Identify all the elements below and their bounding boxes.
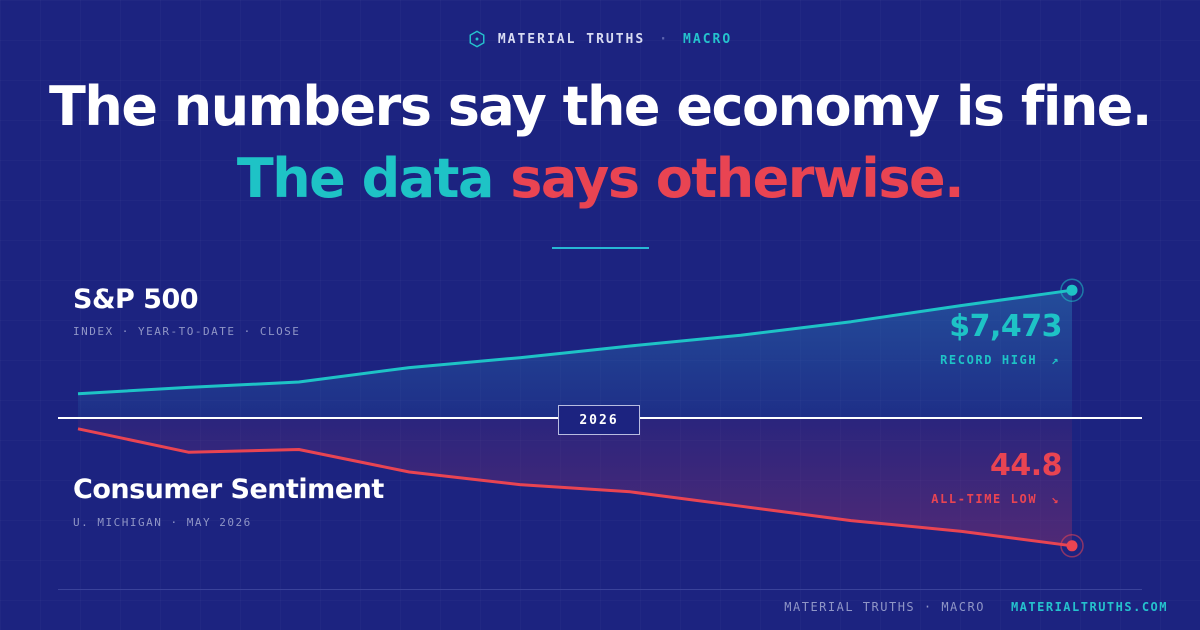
sp500-tag: RECORD HIGH ↗: [940, 353, 1060, 367]
headline-divider: [552, 247, 649, 249]
sp500-tag-label: RECORD HIGH: [940, 353, 1038, 367]
brand-name: MATERIAL TRUTHS: [497, 31, 646, 47]
sentiment-subtitle: U. MICHIGAN · MAY 2026: [73, 516, 252, 529]
footer-url-link[interactable]: MATERIALTRUTHS.COM: [1010, 600, 1168, 614]
sp500-value: $7,473: [949, 309, 1062, 344]
sp500-subtitle: INDEX · YEAR-TO-DATE · CLOSE: [73, 325, 301, 338]
year-badge: 2026: [558, 405, 640, 435]
header-bar: MATERIAL TRUTHS · MACRO: [0, 30, 1200, 48]
sentiment-line: [77, 427, 1073, 548]
sentiment-area: [78, 418, 1072, 546]
footer-divider: [58, 589, 1142, 590]
sp500-title: S&P 500: [73, 284, 199, 315]
headline-line-1: The numbers say the economy is fine.: [49, 75, 1152, 138]
sp500-area: [78, 290, 1072, 418]
headline-teal-part: The data: [236, 147, 495, 210]
headline-line-2: The data says otherwise.: [0, 152, 1200, 206]
arrow-up-right-icon: ↗: [1051, 353, 1060, 367]
arrow-down-right-icon: ↘: [1051, 492, 1060, 506]
headline-red-part: says otherwise.: [510, 147, 964, 210]
footer-brand: MATERIAL TRUTHS · MACRO: [784, 600, 985, 614]
header-separator: ·: [659, 31, 670, 47]
sp500-endpoint-point: [1066, 284, 1078, 296]
sentiment-endpoint-point: [1066, 540, 1078, 552]
footer: MATERIAL TRUTHS · MACRO MATERIALTRUTHS.C…: [784, 600, 1168, 614]
section-label: MACRO: [683, 31, 733, 47]
sentiment-tag: ALL-TIME LOW ↘: [931, 492, 1060, 506]
sentiment-endpoint-halo: [1060, 534, 1084, 558]
sp500-endpoint-halo: [1060, 278, 1084, 302]
sentiment-tag-label: ALL-TIME LOW: [931, 492, 1038, 506]
sentiment-value: 44.8: [989, 448, 1063, 483]
sp500-line: [77, 288, 1073, 396]
hexagon-logo-icon: [469, 30, 485, 48]
sentiment-title: Consumer Sentiment: [73, 474, 384, 505]
